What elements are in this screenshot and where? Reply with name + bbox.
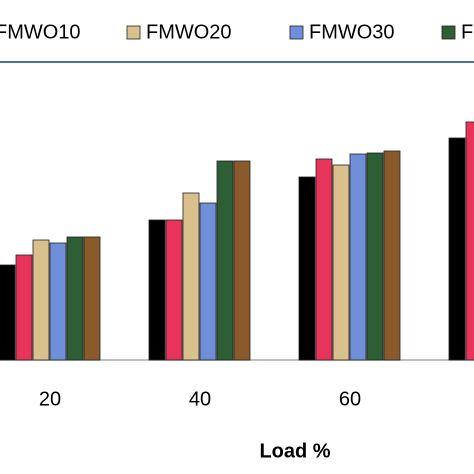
- bar: [83, 236, 101, 361]
- legend-marker: [126, 25, 141, 40]
- legend-label: F: [461, 21, 473, 43]
- bar: [0, 264, 16, 361]
- bar: [15, 254, 33, 361]
- x-tick-label: 40: [189, 388, 211, 410]
- legend-label: FMWO30: [309, 21, 395, 43]
- x-tick-label: 60: [339, 388, 361, 410]
- bar: [32, 239, 50, 361]
- bar: [315, 158, 333, 361]
- bar: [349, 153, 367, 361]
- bar: [366, 152, 384, 361]
- bar: [182, 192, 200, 361]
- bar: [199, 202, 217, 361]
- bar: [383, 150, 401, 361]
- bar: [165, 219, 183, 361]
- legend-label: FMWO10: [0, 21, 81, 43]
- legend-marker: [441, 25, 456, 40]
- bar: [465, 121, 474, 361]
- bar: [298, 176, 316, 361]
- bar: [332, 164, 350, 361]
- legend-label: FMWO20: [146, 21, 232, 43]
- legend-box: [0, 61, 474, 63]
- bar: [49, 242, 67, 361]
- bar: [216, 160, 234, 361]
- x-tick-label: 20: [39, 388, 61, 410]
- bar: [448, 137, 466, 361]
- x-axis-title: Load %: [259, 440, 330, 462]
- bar: [233, 160, 251, 361]
- bar: [148, 219, 166, 361]
- bar: [66, 236, 84, 361]
- legend-marker: [289, 25, 304, 40]
